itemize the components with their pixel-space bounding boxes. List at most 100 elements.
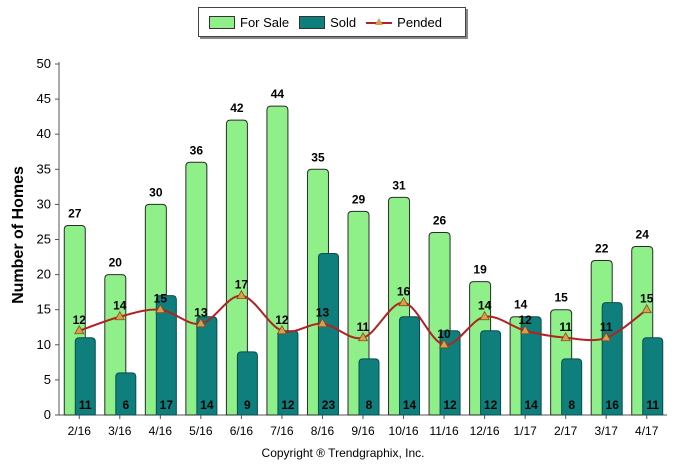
marker-pended [236,289,247,300]
marker-pended [114,310,125,321]
legend-item-sold: Sold [299,15,356,30]
x-tick-label: 7/16 [270,424,294,438]
data-label-pended: 15 [640,292,654,306]
x-tick-label: 2/17 [554,424,578,438]
marker-pended [155,303,166,314]
bar-sold [74,337,96,416]
data-label-sold: 12 [281,398,295,412]
x-tick-label: 4/16 [149,424,173,438]
y-tick-label: 40 [37,126,51,141]
bar-sold [439,330,461,416]
data-label-for-sale: 24 [636,228,650,242]
marker-pended [519,324,531,335]
pended-swatch [366,16,393,29]
data-label-pended: 11 [559,320,572,334]
x-tick-label: 1/17 [513,424,537,438]
x-tick-label: 5/16 [189,424,213,438]
data-label-sold: 12 [484,398,498,412]
data-label-sold: 17 [160,398,174,412]
y-tick-label: 0 [44,407,51,422]
data-label-for-sale: 22 [595,242,609,256]
data-label-for-sale: 30 [149,185,163,199]
data-label-sold: 6 [122,398,129,412]
sold-swatch [299,15,326,29]
data-label-for-sale: 36 [190,143,204,157]
marker-pended [195,317,207,328]
data-label-pended: 16 [397,285,411,299]
legend-item-pended: Pended [366,15,442,30]
y-tick-label: 10 [37,337,51,352]
x-tick-label: 2/16 [68,424,92,438]
data-label-sold: 12 [443,398,457,412]
data-label-for-sale: 35 [311,150,325,164]
bar-sold [642,337,664,416]
legend-item-for-sale: For Sale [209,15,289,30]
x-tick-label: 9/16 [351,424,375,438]
data-label-for-sale: 19 [473,263,487,277]
data-label-pended: 12 [73,313,87,327]
data-label-pended: 12 [275,313,289,327]
y-tick-label: 20 [37,267,51,282]
for-sale-swatch [209,15,235,29]
bar-sold [115,372,137,416]
marker-pended [438,338,450,349]
y-tick-label: 30 [37,196,51,211]
data-label-pended: 11 [357,320,370,334]
data-label-pended: 10 [437,327,451,341]
bar-sold [520,316,542,416]
marker-pended [560,331,571,342]
bar-sold [317,253,339,416]
x-tick-label: 12/16 [470,424,500,438]
y-tick-label: 5 [44,372,51,387]
y-tick-label: 25 [37,232,51,247]
data-label-for-sale: 15 [554,291,568,305]
x-tick-label: 4/17 [635,424,659,438]
legend-label-sold: Sold [330,14,357,30]
x-tick-label: 10/16 [389,424,419,438]
x-tick-label: 11/16 [429,424,458,438]
data-label-pended: 12 [518,313,532,327]
data-label-sold: 11 [646,398,659,412]
marker-pended [74,324,85,335]
y-tick-label: 45 [37,91,51,106]
marker-pended [479,310,490,321]
data-label-pended: 14 [113,299,127,313]
bar-for-sale [225,119,248,416]
data-label-pended: 14 [478,299,492,313]
data-label-for-sale: 31 [392,178,406,192]
data-label-pended: 11 [600,320,613,334]
data-label-sold: 14 [403,398,417,412]
data-label-for-sale: 20 [109,256,123,270]
data-label-for-sale: 14 [514,298,528,312]
chart-legend: For Sale Sold Pended [198,7,466,37]
data-label-for-sale: 42 [230,101,244,115]
x-tick-label: 6/16 [230,424,254,438]
y-tick-label: 50 [37,56,51,71]
bar-sold [561,358,583,416]
data-label-sold: 11 [79,398,92,412]
marker-pended [357,331,369,342]
data-label-pended: 13 [194,306,208,320]
data-label-pended: 15 [154,292,168,306]
data-label-for-sale: 44 [271,87,285,101]
data-label-pended: 17 [235,278,249,292]
marker-pended [398,296,409,307]
legend-label-pended: Pended [397,14,442,30]
data-label-for-sale: 27 [68,206,82,220]
marker-pended [601,331,612,342]
bar-sold [399,316,421,416]
data-label-sold: 9 [244,398,251,412]
data-label-sold: 8 [366,398,373,412]
marker-pended [317,317,328,328]
data-label-pended: 13 [316,306,330,320]
bar-sold [601,302,623,416]
bar-sold [480,330,502,416]
data-label-for-sale: 29 [352,192,366,206]
x-tick-label: 8/16 [311,424,335,438]
bar-sold [236,351,258,416]
legend-label-for-sale: For Sale [240,14,290,30]
data-label-sold: 14 [200,398,214,412]
data-label-sold: 16 [606,398,620,412]
bar-sold [358,358,380,416]
